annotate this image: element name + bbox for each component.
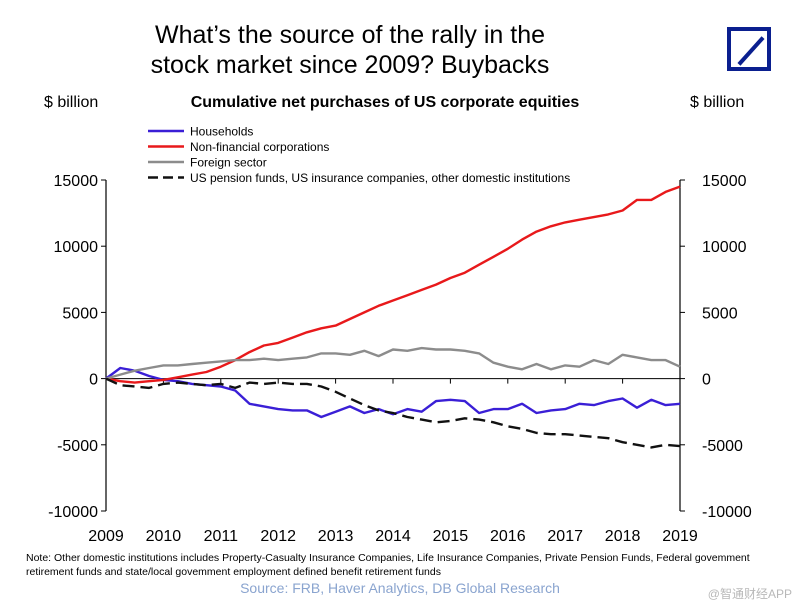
y-tick-label-left: 15000 <box>54 173 99 190</box>
series-line-1 <box>105 185 681 384</box>
x-tick-label: 2011 <box>204 528 239 545</box>
legend-label-1: Non-financial corporations <box>190 140 329 154</box>
series-line-2 <box>105 346 681 380</box>
x-tick-label: 2015 <box>433 528 469 545</box>
x-tick-label: 2010 <box>146 528 182 545</box>
chart-title: Cumulative net purchases of US corporate… <box>190 94 580 111</box>
x-tick-label: 2018 <box>605 528 641 545</box>
x-tick-label: 2009 <box>88 528 124 545</box>
y-tick-label-left: 10000 <box>54 239 99 256</box>
legend-label-3: US pension funds, US insurance companies… <box>190 171 570 185</box>
right-axis-unit: $ billion <box>690 94 745 111</box>
legend-label-0: Households <box>190 125 253 139</box>
series-line-3 <box>105 377 681 449</box>
x-tick-label: 2019 <box>662 528 698 545</box>
y-tick-label-left: 5000 <box>62 305 98 322</box>
y-tick-label-right: 5000 <box>702 305 738 322</box>
page-title-line-2: stock market since 2009? Buybacks <box>150 51 550 79</box>
x-tick-label: 2013 <box>318 528 354 545</box>
y-tick-label-left: -5000 <box>57 438 98 455</box>
x-tick-label: 2016 <box>490 528 526 545</box>
x-tick-label: 2017 <box>547 528 583 545</box>
x-tick-label: 2012 <box>260 528 296 545</box>
y-tick-label-right: 15000 <box>702 173 747 190</box>
y-tick-label-right: 10000 <box>702 239 747 256</box>
deutsche-bank-logo-icon <box>727 27 771 71</box>
page-title-line-1: What’s the source of the rally in the <box>154 21 545 49</box>
y-tick-label-left: 0 <box>89 372 98 389</box>
y-tick-label-right: -5000 <box>702 438 743 455</box>
legend-label-2: Foreign sector <box>190 156 267 170</box>
chart-source: Source: FRB, Haver Analytics, DB Global … <box>240 580 560 596</box>
y-tick-label-right: 0 <box>702 372 711 389</box>
x-tick-label: 2014 <box>375 528 411 545</box>
y-tick-label-right: -10000 <box>702 504 752 521</box>
y-tick-label-left: -10000 <box>48 504 98 521</box>
chart-note: Note: Other domestic institutions includ… <box>26 552 750 578</box>
watermark: @智通财经APP <box>707 587 792 601</box>
left-axis-unit: $ billion <box>44 94 99 111</box>
